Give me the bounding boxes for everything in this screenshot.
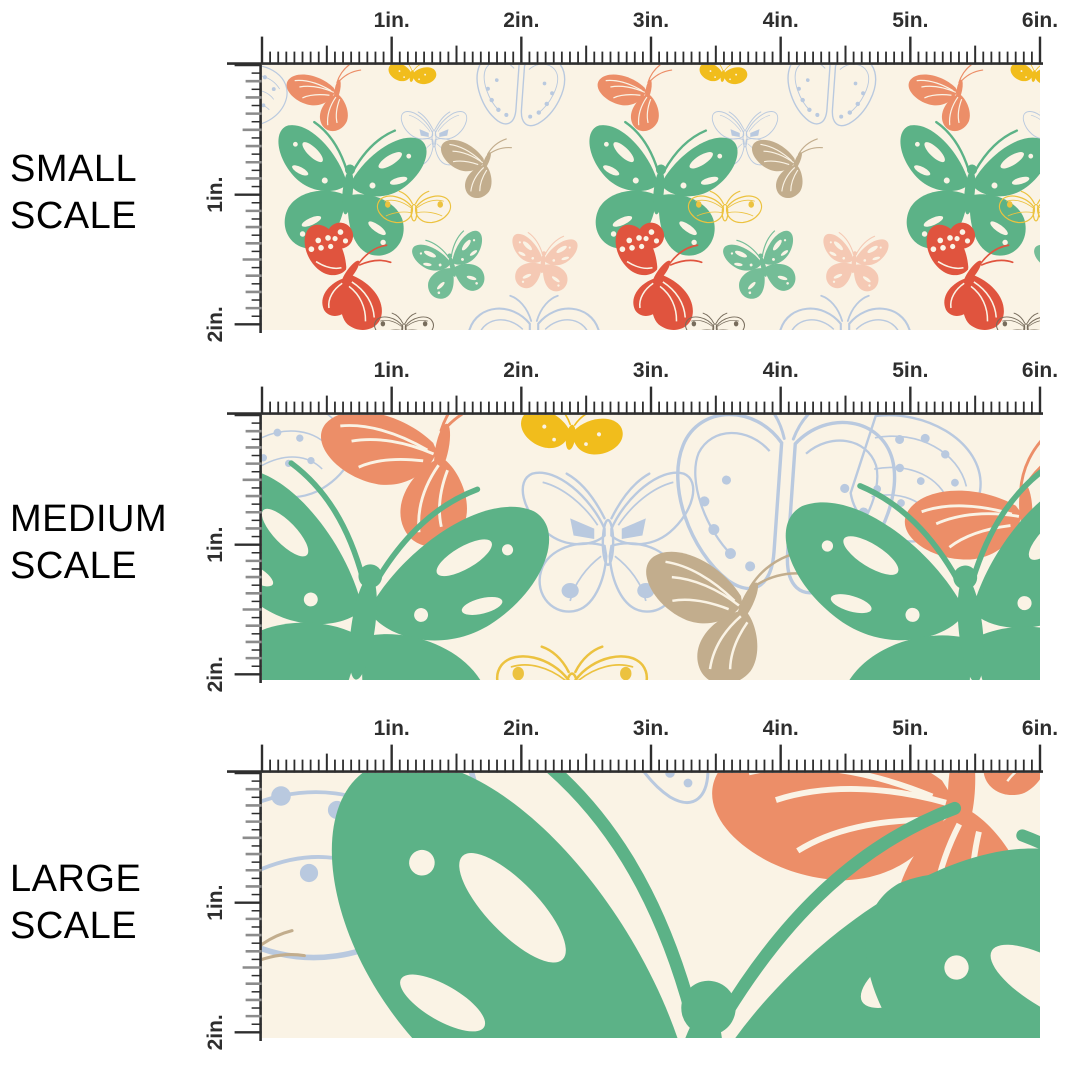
butterfly-blue xyxy=(262,65,288,126)
ruler-inch-label: 1in. xyxy=(204,177,227,213)
butterfly-blue xyxy=(473,65,568,129)
butterfly-yellow xyxy=(517,415,627,459)
butterfly-yellow xyxy=(697,65,750,87)
butterfly-pink xyxy=(818,230,890,294)
butterfly-blue xyxy=(466,294,602,330)
ruler-inch-label: 1in. xyxy=(374,9,410,32)
butterfly-blue xyxy=(777,294,913,330)
butterfly-tan xyxy=(262,898,323,1038)
butterfly-mint xyxy=(1031,226,1040,304)
butterfly-yellow xyxy=(386,65,439,87)
ruler-inch-label: 3in. xyxy=(633,359,669,382)
butterfly-green xyxy=(781,458,1040,680)
butterfly-dark_moth xyxy=(374,312,434,330)
ruler-inch-label: 2in. xyxy=(503,359,539,382)
butterfly-tan xyxy=(438,127,521,205)
ruler-inch-label: 6in. xyxy=(1022,359,1058,382)
ruler-inch-label: 3in. xyxy=(633,9,669,32)
ruler-inch-label: 2in. xyxy=(503,9,539,32)
fabric-swatch-medium-scale xyxy=(262,415,1040,680)
ruler-inch-label: 4in. xyxy=(763,359,799,382)
horizontal-ruler-medium: 1in. 2in. 3in. 4in. 5in. 6in. xyxy=(227,359,1058,415)
butterfly-blue xyxy=(784,65,879,129)
ruler-inch-label: 4in. xyxy=(763,717,799,740)
vertical-ruler-large: 1in. 2in. xyxy=(204,771,262,1050)
butterfly-dark_moth xyxy=(685,312,745,330)
butterfly-yellow_outline xyxy=(495,645,649,680)
ruler-inch-label: 2in. xyxy=(503,717,539,740)
vertical-ruler-medium: 1in. 2in. xyxy=(204,413,262,692)
ruler-inch-label: 1in. xyxy=(374,717,410,740)
swatch-area-medium: 1in. 2in. 3in. 4in. 5in. 6in. 1in. 2in. xyxy=(192,350,1058,695)
horizontal-ruler-small: 1in. 2in. 3in. 4in. 5in. 6in. xyxy=(227,9,1058,65)
butterfly-pink xyxy=(507,230,579,294)
butterfly-tan xyxy=(749,127,832,205)
ruler-inch-label: 2in. xyxy=(204,1014,227,1050)
ruler-inch-label: 2in. xyxy=(204,656,227,692)
swatch-area-small: 1in. 2in. 3in. 4in. 5in. 6in. 1in. 2in. xyxy=(192,0,1058,345)
butterfly-mint xyxy=(720,226,806,304)
panel-small-scale: 1in. 2in. 3in. 4in. 5in. 6in. 1in. 2in. xyxy=(192,0,1058,345)
ruler-inch-label: 2in. xyxy=(204,306,227,342)
ruler-inch-label: 6in. xyxy=(1022,9,1058,32)
ruler-inch-label: 5in. xyxy=(892,359,928,382)
ruler-inch-label: 1in. xyxy=(204,527,227,563)
ruler-inch-label: 5in. xyxy=(892,717,928,740)
scale-label-medium: MEDIUM SCALE xyxy=(10,498,168,587)
ruler-inch-label: 1in. xyxy=(204,885,227,921)
vertical-ruler-small: 1in. 2in. xyxy=(204,63,262,342)
butterfly-yellow xyxy=(1008,65,1040,87)
panel-medium-scale: 1in. 2in. 3in. 4in. 5in. 6in. 1in. 2in. xyxy=(192,350,1058,695)
butterfly-mint xyxy=(409,226,495,304)
fabric-swatch-large-scale xyxy=(262,773,1040,1038)
horizontal-ruler-large: 1in. 2in. 3in. 4in. 5in. 6in. xyxy=(227,717,1058,773)
panel-large-scale: 1in. 2in. 3in. 4in. 5in. 6in. 1in. 2in. xyxy=(192,708,1058,1053)
scale-label-small: SMALL SCALE xyxy=(10,148,138,237)
ruler-inch-label: 1in. xyxy=(374,359,410,382)
swatch-area-large: 1in. 2in. 3in. 4in. 5in. 6in. 1in. 2in. xyxy=(192,708,1058,1053)
fabric-swatch-small-scale xyxy=(262,65,1040,330)
ruler-inch-label: 5in. xyxy=(892,9,928,32)
ruler-inch-label: 4in. xyxy=(763,9,799,32)
ruler-inch-label: 3in. xyxy=(633,717,669,740)
ruler-inch-label: 6in. xyxy=(1022,717,1058,740)
scale-label-large: LARGE SCALE xyxy=(10,858,142,947)
